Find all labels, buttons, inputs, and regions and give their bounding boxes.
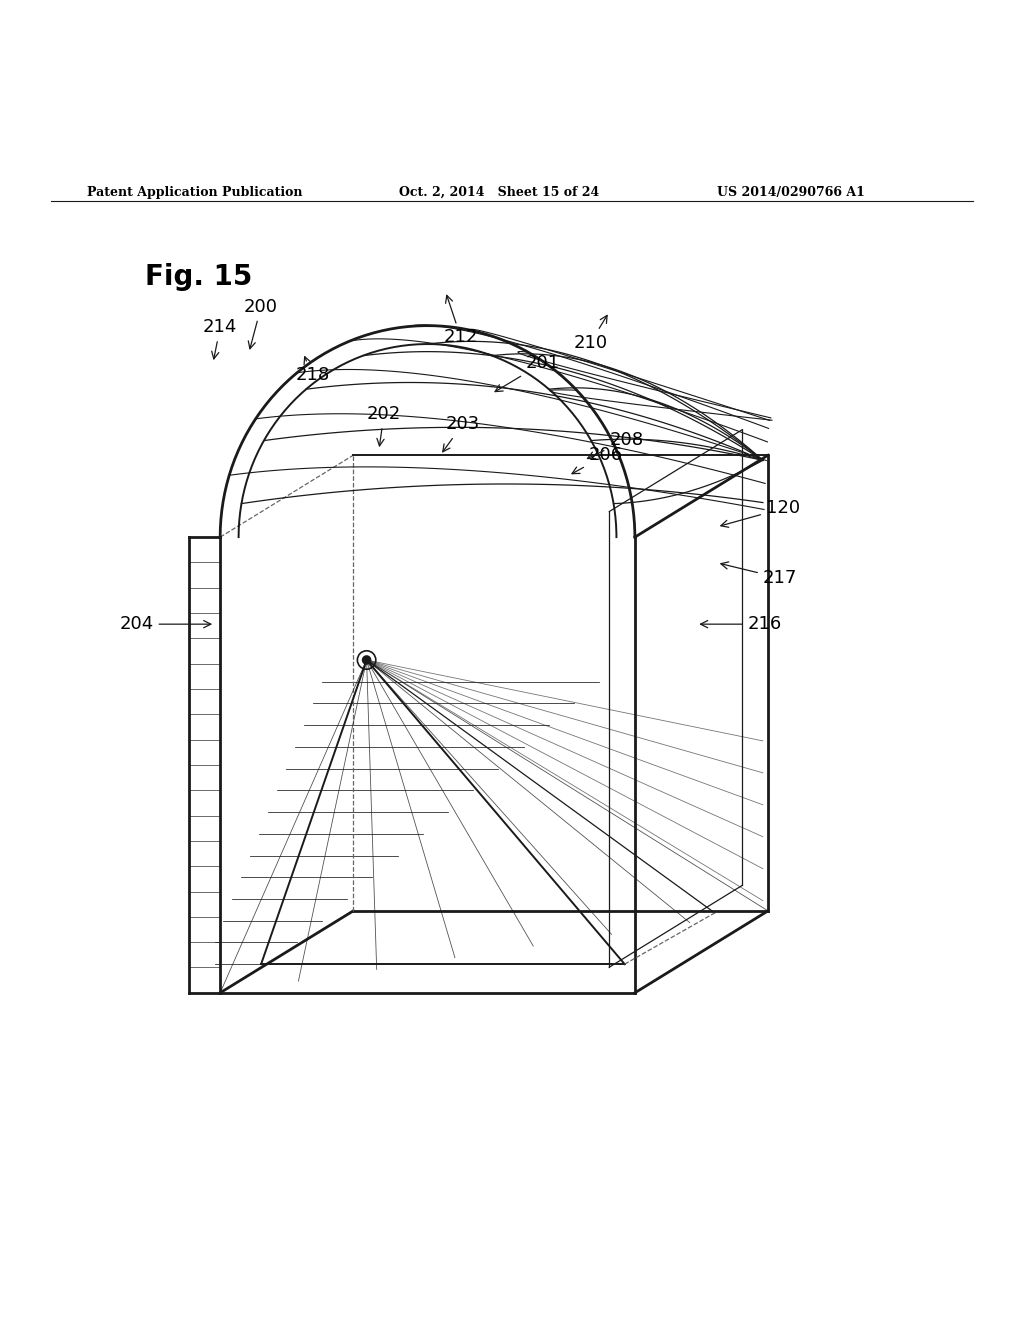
Text: 208: 208 [588, 430, 643, 458]
Text: Fig. 15: Fig. 15 [145, 263, 253, 290]
Text: 214: 214 [203, 318, 238, 359]
Text: 212: 212 [443, 296, 478, 346]
Text: 200: 200 [244, 298, 279, 348]
Text: 120: 120 [721, 499, 800, 527]
Text: 202: 202 [367, 405, 401, 446]
Text: 217: 217 [721, 562, 798, 587]
Text: 203: 203 [442, 416, 479, 451]
Text: 218: 218 [295, 356, 330, 384]
Text: 201: 201 [495, 354, 560, 392]
Text: US 2014/0290766 A1: US 2014/0290766 A1 [717, 186, 864, 199]
Text: 206: 206 [572, 446, 623, 474]
Text: 216: 216 [700, 615, 781, 634]
Text: 210: 210 [573, 315, 607, 351]
Text: Patent Application Publication: Patent Application Publication [87, 186, 302, 199]
Text: 204: 204 [120, 615, 211, 634]
Circle shape [362, 656, 371, 664]
Text: Oct. 2, 2014   Sheet 15 of 24: Oct. 2, 2014 Sheet 15 of 24 [399, 186, 600, 199]
